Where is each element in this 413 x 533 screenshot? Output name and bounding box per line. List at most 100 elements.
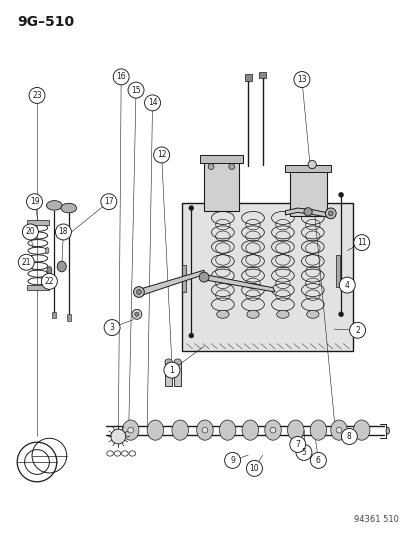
Circle shape — [41, 273, 57, 289]
Text: 9: 9 — [230, 456, 235, 465]
Bar — [182, 265, 186, 292]
Text: 6: 6 — [315, 456, 320, 465]
Circle shape — [164, 362, 180, 378]
Text: 18: 18 — [59, 228, 68, 237]
Circle shape — [338, 312, 343, 317]
Ellipse shape — [171, 420, 188, 440]
Bar — [164, 362, 172, 386]
Ellipse shape — [353, 420, 369, 440]
Circle shape — [341, 429, 356, 445]
Ellipse shape — [147, 420, 163, 440]
Ellipse shape — [242, 420, 258, 440]
Bar — [199, 155, 242, 163]
Circle shape — [293, 71, 309, 87]
Circle shape — [29, 87, 45, 103]
Text: 16: 16 — [116, 72, 126, 82]
Text: 13: 13 — [297, 75, 306, 84]
Text: 3: 3 — [109, 323, 114, 332]
Ellipse shape — [122, 420, 139, 440]
Circle shape — [338, 192, 343, 197]
Text: 9G–510: 9G–510 — [17, 15, 74, 29]
Bar — [27, 285, 48, 290]
Bar — [259, 71, 266, 78]
Bar — [27, 220, 48, 225]
Circle shape — [307, 160, 316, 168]
Circle shape — [133, 287, 144, 297]
Circle shape — [325, 208, 335, 219]
Circle shape — [104, 320, 120, 336]
Ellipse shape — [276, 310, 288, 318]
Polygon shape — [204, 274, 274, 292]
Text: 2: 2 — [354, 326, 359, 335]
Circle shape — [18, 254, 34, 270]
Circle shape — [26, 193, 43, 209]
Circle shape — [208, 164, 214, 169]
Text: 14: 14 — [147, 99, 157, 107]
Text: 7: 7 — [294, 440, 299, 449]
Ellipse shape — [246, 310, 259, 318]
Bar — [289, 171, 326, 216]
Ellipse shape — [164, 359, 172, 365]
Ellipse shape — [61, 203, 76, 213]
Ellipse shape — [57, 261, 66, 272]
Circle shape — [136, 289, 141, 294]
Circle shape — [128, 82, 144, 98]
Bar — [66, 314, 71, 321]
Text: 8: 8 — [346, 432, 351, 441]
Text: 10: 10 — [249, 464, 259, 473]
Text: 1: 1 — [169, 366, 174, 375]
Text: 15: 15 — [131, 86, 140, 95]
Circle shape — [353, 235, 369, 251]
Ellipse shape — [309, 420, 326, 440]
Text: 11: 11 — [356, 238, 366, 247]
Circle shape — [101, 193, 116, 209]
Circle shape — [144, 95, 160, 111]
Ellipse shape — [264, 420, 280, 440]
Text: 19: 19 — [30, 197, 39, 206]
Text: 5: 5 — [301, 448, 306, 457]
Circle shape — [269, 427, 275, 433]
Text: 22: 22 — [45, 277, 54, 286]
Ellipse shape — [330, 420, 347, 440]
Text: 20: 20 — [26, 228, 35, 237]
Circle shape — [310, 453, 325, 469]
Ellipse shape — [46, 200, 62, 210]
Polygon shape — [285, 208, 330, 217]
Bar — [285, 165, 330, 173]
Circle shape — [349, 322, 365, 338]
Circle shape — [202, 427, 207, 433]
Circle shape — [224, 453, 240, 469]
Text: 23: 23 — [32, 91, 42, 100]
Circle shape — [335, 427, 341, 433]
Ellipse shape — [196, 420, 213, 440]
Circle shape — [113, 69, 129, 85]
Circle shape — [289, 437, 305, 453]
Bar — [182, 203, 353, 351]
Circle shape — [153, 147, 169, 163]
Circle shape — [188, 206, 193, 211]
Circle shape — [188, 333, 193, 338]
Circle shape — [246, 461, 262, 477]
Text: 12: 12 — [157, 150, 166, 159]
Bar — [335, 255, 339, 287]
Ellipse shape — [219, 420, 235, 440]
Circle shape — [303, 208, 311, 216]
Text: 4: 4 — [344, 280, 349, 289]
Circle shape — [128, 427, 133, 433]
Ellipse shape — [45, 247, 49, 254]
Ellipse shape — [385, 427, 389, 434]
Ellipse shape — [47, 266, 52, 275]
Ellipse shape — [306, 310, 318, 318]
Circle shape — [199, 272, 209, 282]
Circle shape — [295, 445, 311, 461]
Bar — [244, 74, 251, 80]
Text: 17: 17 — [104, 197, 113, 206]
Circle shape — [328, 211, 332, 216]
Polygon shape — [137, 270, 204, 296]
Bar — [204, 160, 239, 211]
Circle shape — [55, 224, 71, 240]
Ellipse shape — [216, 310, 228, 318]
Circle shape — [228, 164, 234, 169]
Circle shape — [111, 429, 126, 444]
Bar — [173, 362, 181, 386]
